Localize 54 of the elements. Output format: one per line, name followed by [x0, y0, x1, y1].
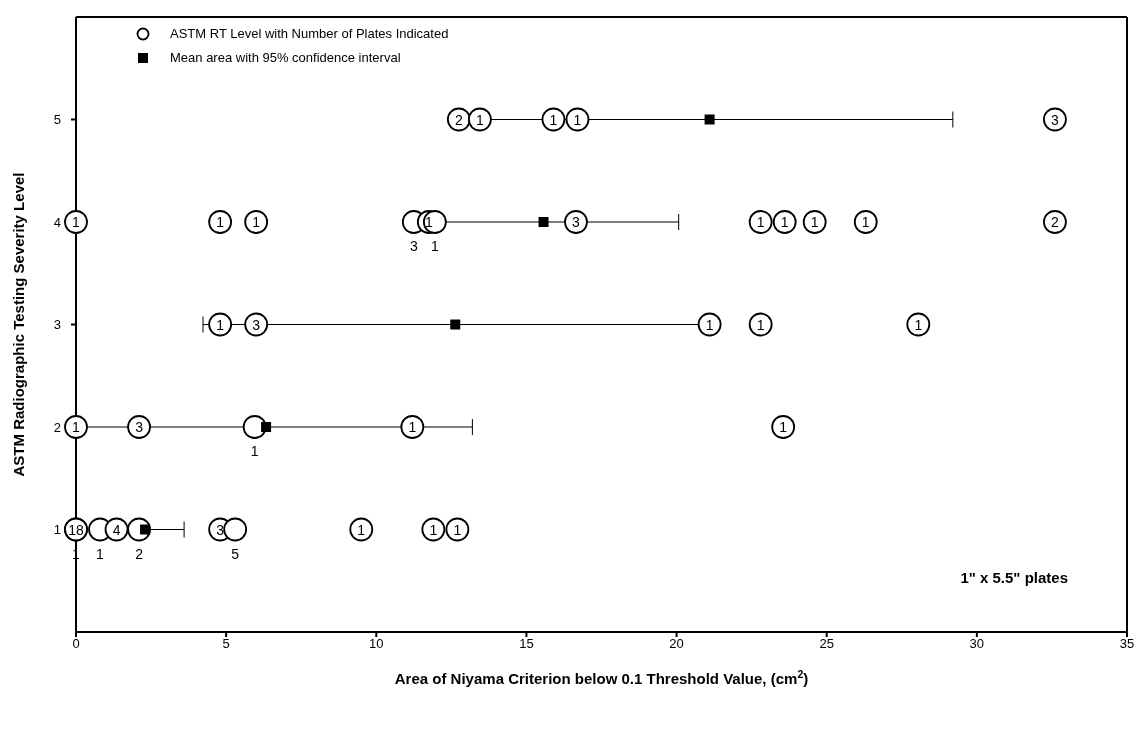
- y-tick-label: 4: [53, 214, 61, 230]
- annotation: 5: [231, 545, 240, 562]
- annotation: 1: [357, 521, 366, 538]
- annotation: 1: [72, 419, 81, 435]
- annotation: 1: [216, 316, 225, 333]
- annotation: 1: [252, 214, 261, 230]
- annotation: 1: [216, 214, 225, 230]
- annotation: 3: [572, 214, 581, 230]
- x-tick-label: 15: [519, 636, 534, 652]
- annotation: 1: [429, 521, 438, 538]
- annotation: 4: [112, 521, 121, 538]
- annotation: 3: [1051, 111, 1060, 128]
- y-tick-label: 1: [53, 522, 61, 538]
- annotation: 1: [861, 214, 870, 230]
- x-tick-label: 10: [369, 636, 384, 652]
- legend-label: ASTM RT Level with Number of Plates Indicated: [170, 25, 449, 43]
- annotation: 2: [135, 545, 144, 562]
- annotation: 1: [424, 214, 433, 230]
- annotation: 2: [1051, 214, 1060, 230]
- annotation: 1: [250, 443, 259, 459]
- annotation: 1: [756, 214, 765, 230]
- y-tick-label: 3: [53, 317, 61, 333]
- annotation: 1: [914, 316, 923, 333]
- x-tick-label: 5: [222, 636, 230, 652]
- y-tick-label: 2: [53, 419, 61, 435]
- annotation: 1: [475, 111, 484, 128]
- annotation: 3: [252, 316, 261, 333]
- x-tick-label: 35: [1119, 636, 1135, 652]
- y-axis-title: ASTM Radiographic Testing Severity Level: [10, 172, 27, 477]
- annotation: 3: [216, 521, 225, 538]
- annotation: 1" x 5.5" plates: [960, 569, 1068, 586]
- annotation: 18: [68, 521, 84, 538]
- annotation: 1: [453, 521, 462, 538]
- annotation: 1: [756, 316, 765, 333]
- annotation: 3: [135, 419, 144, 435]
- annotation: 1: [430, 238, 439, 254]
- annotation: 1: [573, 111, 582, 128]
- annotation: 1: [72, 214, 81, 230]
- y-tick-label: 5: [53, 112, 61, 128]
- annotation: 1: [408, 419, 417, 435]
- annotation: 3: [409, 238, 418, 254]
- annotation: 2: [454, 111, 463, 128]
- x-axis-title: Area of Niyama Criterion below 0.1 Threshold Value, (cm$^{2}$): [394, 668, 809, 687]
- annotation: 1: [705, 316, 714, 333]
- x-tick-label: 0: [72, 636, 80, 652]
- annotation: 1: [780, 214, 789, 230]
- legend-label: Mean area with 95% confidence interval: [170, 49, 401, 67]
- annotation: 1: [810, 214, 819, 230]
- annotation: 1: [549, 111, 558, 128]
- x-tick-label: 25: [819, 636, 834, 652]
- annotation: 1: [779, 419, 788, 435]
- annotation: 1: [96, 545, 105, 562]
- x-tick-label: 30: [969, 636, 985, 652]
- x-tick-label: 20: [669, 636, 684, 652]
